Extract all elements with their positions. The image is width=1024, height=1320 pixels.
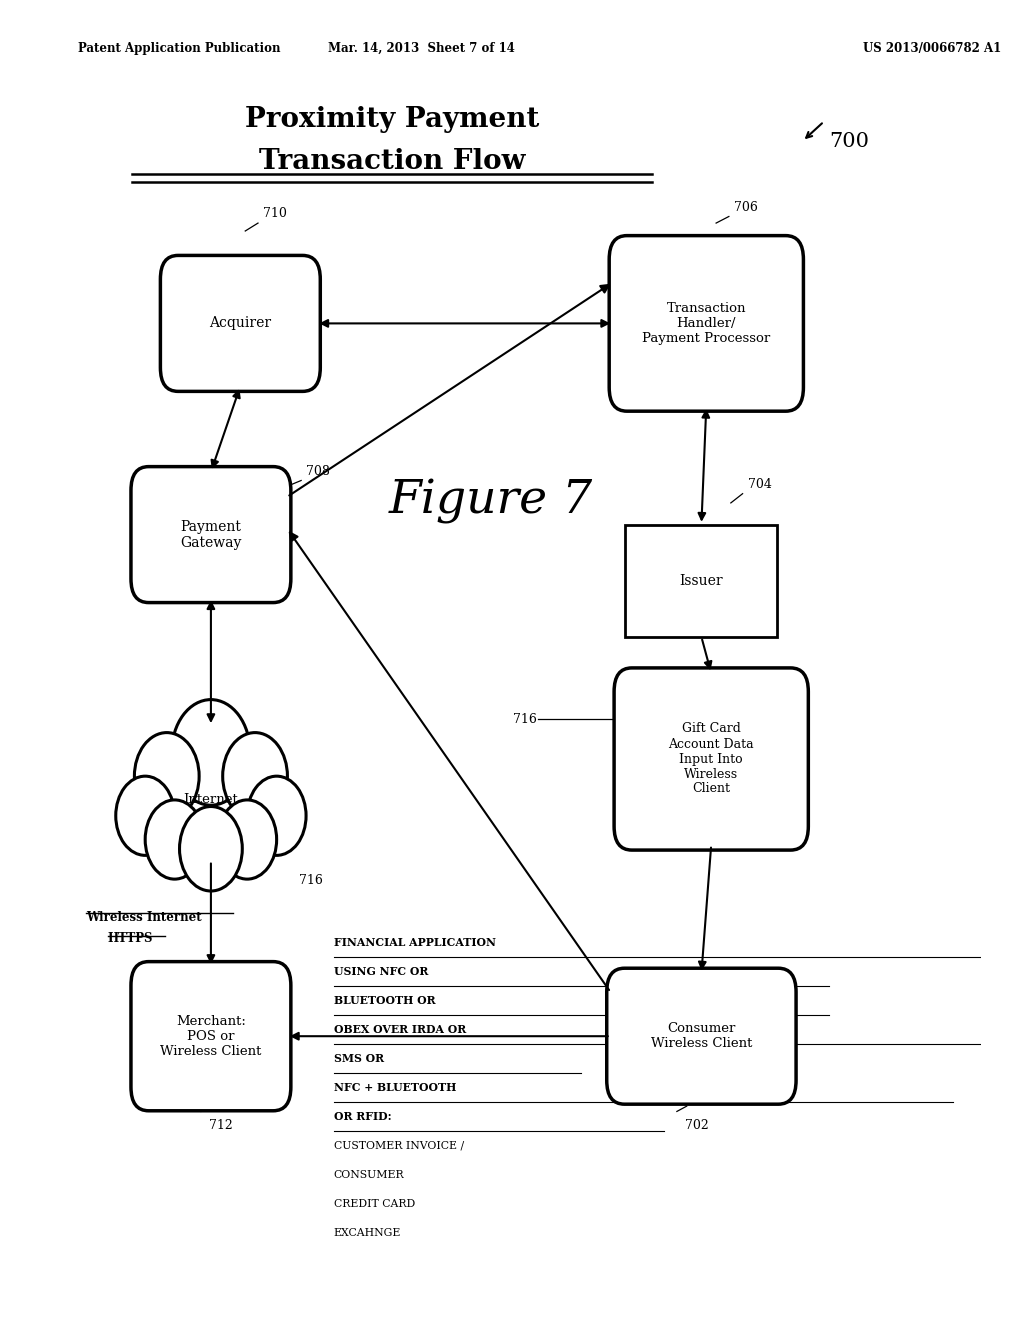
Text: Gift Card
Account Data
Input Into
Wireless
Client: Gift Card Account Data Input Into Wirele… [669,722,754,796]
Text: Mar. 14, 2013  Sheet 7 of 14: Mar. 14, 2013 Sheet 7 of 14 [329,42,515,55]
Text: HTTPS: HTTPS [108,932,154,945]
Text: NFC + BLUETOOTH: NFC + BLUETOOTH [334,1082,456,1093]
Text: Transaction
Handler/
Payment Processor: Transaction Handler/ Payment Processor [642,302,770,345]
Text: CREDIT CARD: CREDIT CARD [334,1199,415,1209]
Text: 702: 702 [685,1119,709,1133]
Text: 706: 706 [734,201,758,214]
Text: BLUETOOTH OR: BLUETOOTH OR [334,995,435,1006]
Circle shape [145,800,204,879]
Text: SMS OR: SMS OR [334,1053,384,1064]
FancyBboxPatch shape [131,467,291,602]
Text: Patent Application Publication: Patent Application Publication [79,42,281,55]
Text: 712: 712 [209,1119,232,1133]
Text: Payment
Gateway: Payment Gateway [180,520,242,549]
Text: FINANCIAL APPLICATION: FINANCIAL APPLICATION [334,937,496,948]
Text: US 2013/0066782 A1: US 2013/0066782 A1 [863,42,1001,55]
Circle shape [172,700,250,805]
Circle shape [179,807,243,891]
Text: 710: 710 [263,207,287,220]
FancyBboxPatch shape [607,969,796,1104]
Bar [626,524,777,636]
Text: OR RFID:: OR RFID: [334,1111,391,1122]
Circle shape [116,776,175,855]
Text: Internet: Internet [183,793,239,807]
Text: Acquirer: Acquirer [209,317,271,330]
Circle shape [247,776,306,855]
Text: CONSUMER: CONSUMER [334,1170,404,1180]
Text: Transaction Flow: Transaction Flow [259,148,525,174]
Text: Consumer
Wireless Client: Consumer Wireless Client [650,1022,752,1051]
Text: Figure 7: Figure 7 [388,479,593,524]
Circle shape [222,733,288,820]
Text: CUSTOMER INVOICE /: CUSTOMER INVOICE / [334,1140,464,1151]
Text: 704: 704 [748,478,771,491]
Text: Proximity Payment: Proximity Payment [245,106,540,132]
Text: 700: 700 [829,132,869,150]
FancyBboxPatch shape [161,256,321,391]
Text: 708: 708 [306,465,330,478]
Text: 716: 716 [299,874,324,887]
FancyBboxPatch shape [614,668,808,850]
Circle shape [134,733,199,820]
Text: EXCAHNGE: EXCAHNGE [334,1228,401,1238]
Text: OBEX OVER IRDA OR: OBEX OVER IRDA OR [334,1024,466,1035]
Text: Issuer: Issuer [680,574,723,587]
FancyBboxPatch shape [131,961,291,1111]
Text: Wireless Internet: Wireless Internet [86,911,202,924]
Circle shape [218,800,276,879]
Text: Merchant:
POS or
Wireless Client: Merchant: POS or Wireless Client [160,1015,261,1057]
FancyBboxPatch shape [609,235,804,412]
Text: USING NFC OR: USING NFC OR [334,966,428,977]
Text: 716: 716 [513,713,537,726]
